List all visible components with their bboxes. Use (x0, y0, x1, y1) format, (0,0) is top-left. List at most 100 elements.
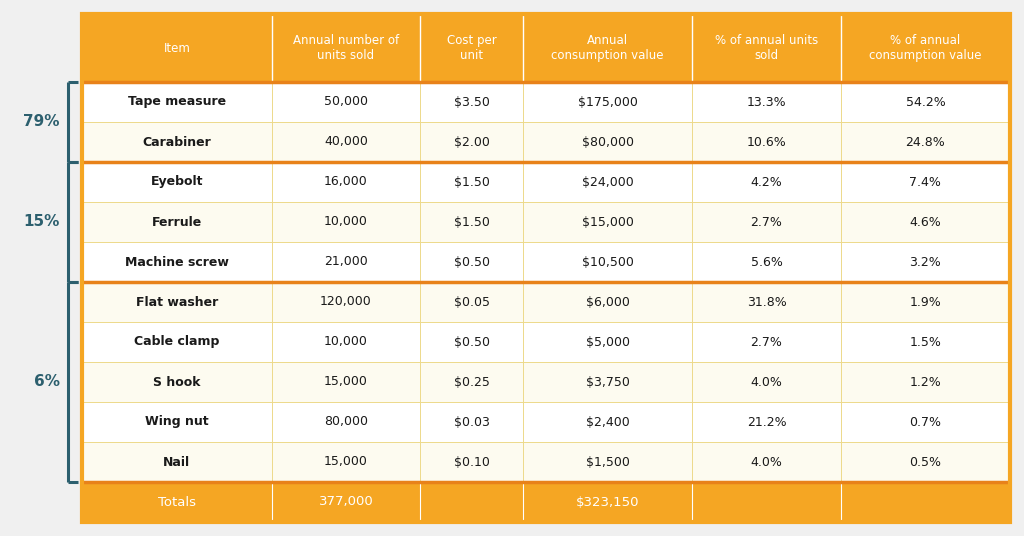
Text: 0.5%: 0.5% (909, 456, 941, 468)
Bar (692, 82, 841, 122)
Text: $15,000: $15,000 (582, 215, 634, 228)
Bar (421, 162, 523, 202)
Bar (523, 322, 692, 362)
Bar (841, 242, 1010, 282)
Text: 31.8%: 31.8% (746, 295, 786, 309)
Bar (523, 362, 692, 402)
Bar (82, 82, 271, 122)
Bar (692, 282, 841, 322)
Bar (523, 122, 692, 162)
Bar (841, 362, 1010, 402)
Bar (271, 482, 421, 522)
Bar (421, 242, 523, 282)
Bar (841, 282, 1010, 322)
Text: Annual
consumption value: Annual consumption value (551, 34, 664, 62)
Text: Cable clamp: Cable clamp (134, 336, 219, 348)
Bar (271, 14, 421, 82)
Bar (271, 122, 421, 162)
Text: 7.4%: 7.4% (909, 175, 941, 189)
Text: $10,500: $10,500 (582, 256, 634, 269)
Text: $2,400: $2,400 (586, 415, 630, 428)
Bar (82, 202, 271, 242)
Text: 21.2%: 21.2% (746, 415, 786, 428)
Text: % of annual
consumption value: % of annual consumption value (869, 34, 982, 62)
Bar (421, 482, 523, 522)
Text: $0.25: $0.25 (454, 376, 489, 389)
Bar (841, 162, 1010, 202)
Text: $0.03: $0.03 (454, 415, 489, 428)
Text: 4.0%: 4.0% (751, 376, 782, 389)
Bar (692, 202, 841, 242)
Bar (841, 482, 1010, 522)
Text: $2.00: $2.00 (454, 136, 489, 148)
Bar (523, 482, 692, 522)
Text: 4.6%: 4.6% (909, 215, 941, 228)
Text: $0.50: $0.50 (454, 256, 489, 269)
Text: $6,000: $6,000 (586, 295, 630, 309)
Bar (421, 122, 523, 162)
Text: S hook: S hook (154, 376, 201, 389)
Text: 24.8%: 24.8% (905, 136, 945, 148)
Text: Machine screw: Machine screw (125, 256, 228, 269)
Text: 10.6%: 10.6% (746, 136, 786, 148)
Bar (692, 14, 841, 82)
Bar (271, 362, 421, 402)
Bar (692, 162, 841, 202)
Bar (271, 82, 421, 122)
Bar (421, 442, 523, 482)
Text: 15,000: 15,000 (325, 376, 368, 389)
Bar (523, 202, 692, 242)
Bar (271, 282, 421, 322)
Bar (82, 242, 271, 282)
Bar (271, 442, 421, 482)
Text: $0.50: $0.50 (454, 336, 489, 348)
Bar (841, 442, 1010, 482)
Bar (841, 202, 1010, 242)
Text: Ferrule: Ferrule (152, 215, 202, 228)
Bar (692, 242, 841, 282)
Text: 10,000: 10,000 (325, 336, 368, 348)
Bar (82, 402, 271, 442)
Text: 6%: 6% (34, 375, 60, 390)
Bar (82, 162, 271, 202)
Bar (421, 402, 523, 442)
Bar (841, 402, 1010, 442)
Bar (523, 282, 692, 322)
Bar (82, 322, 271, 362)
Text: 80,000: 80,000 (324, 415, 368, 428)
Text: $3,750: $3,750 (586, 376, 630, 389)
Text: 1.2%: 1.2% (909, 376, 941, 389)
Text: 0.7%: 0.7% (909, 415, 941, 428)
Text: Nail: Nail (163, 456, 190, 468)
Bar (841, 322, 1010, 362)
Text: 4.0%: 4.0% (751, 456, 782, 468)
Text: $0.10: $0.10 (454, 456, 489, 468)
Bar (692, 122, 841, 162)
Text: Wing nut: Wing nut (145, 415, 209, 428)
Bar (421, 82, 523, 122)
Text: 4.2%: 4.2% (751, 175, 782, 189)
Text: Cost per
unit: Cost per unit (446, 34, 497, 62)
Bar (421, 14, 523, 82)
Bar (271, 202, 421, 242)
Text: $323,150: $323,150 (575, 495, 639, 509)
Text: Eyebolt: Eyebolt (151, 175, 203, 189)
Text: 16,000: 16,000 (325, 175, 368, 189)
Text: 3.2%: 3.2% (909, 256, 941, 269)
Bar (523, 442, 692, 482)
Text: $1,500: $1,500 (586, 456, 630, 468)
Bar (841, 14, 1010, 82)
Bar (841, 122, 1010, 162)
Bar (271, 402, 421, 442)
Bar (692, 322, 841, 362)
Text: 1.5%: 1.5% (909, 336, 941, 348)
Text: Annual number of
units sold: Annual number of units sold (293, 34, 399, 62)
Bar (421, 282, 523, 322)
Bar (82, 122, 271, 162)
Bar (271, 242, 421, 282)
Text: $3.50: $3.50 (454, 95, 489, 108)
Bar (523, 82, 692, 122)
Text: Flat washer: Flat washer (136, 295, 218, 309)
Bar (692, 402, 841, 442)
Text: 15,000: 15,000 (325, 456, 368, 468)
